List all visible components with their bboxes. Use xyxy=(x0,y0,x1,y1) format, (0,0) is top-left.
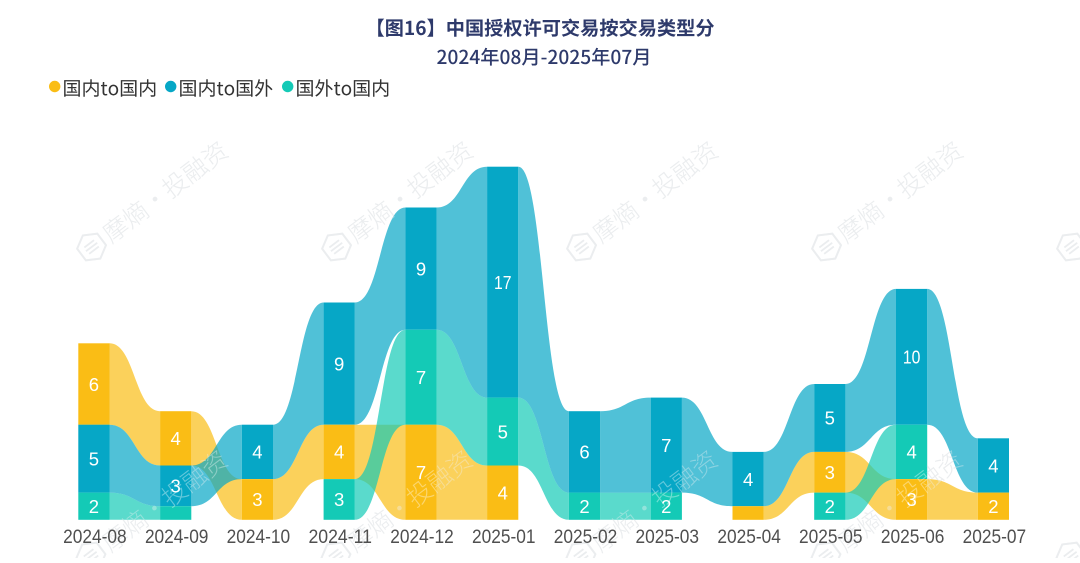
svg-text:9: 9 xyxy=(334,353,344,374)
svg-text:7: 7 xyxy=(416,462,426,483)
svg-text:7: 7 xyxy=(416,367,426,388)
svg-text:2: 2 xyxy=(988,496,998,517)
svg-text:5: 5 xyxy=(89,449,99,470)
svg-text:3: 3 xyxy=(906,489,916,510)
svg-text:4: 4 xyxy=(906,442,916,463)
svg-text:4: 4 xyxy=(743,469,753,490)
svg-text:3: 3 xyxy=(252,489,262,510)
svg-text:2024-09: 2024-09 xyxy=(145,527,209,548)
svg-text:2024-12: 2024-12 xyxy=(390,527,454,548)
svg-text:3: 3 xyxy=(825,462,835,483)
svg-text:2: 2 xyxy=(661,496,671,517)
svg-text:2024-08: 2024-08 xyxy=(63,527,127,548)
svg-text:3: 3 xyxy=(334,489,344,510)
svg-text:4: 4 xyxy=(171,428,181,449)
svg-text:6: 6 xyxy=(89,374,99,395)
svg-text:2025-05: 2025-05 xyxy=(799,527,863,548)
svg-text:5: 5 xyxy=(498,421,508,442)
svg-text:2025-03: 2025-03 xyxy=(636,527,700,548)
svg-text:3: 3 xyxy=(171,476,181,497)
svg-text:9: 9 xyxy=(416,258,426,279)
svg-text:2: 2 xyxy=(579,496,589,517)
svg-text:2: 2 xyxy=(89,496,99,517)
svg-text:4: 4 xyxy=(252,442,262,463)
svg-text:2024-10: 2024-10 xyxy=(227,527,291,548)
svg-text:4: 4 xyxy=(498,482,508,503)
svg-text:4: 4 xyxy=(334,442,344,463)
svg-text:2025-04: 2025-04 xyxy=(717,527,781,548)
svg-text:4: 4 xyxy=(988,455,998,476)
svg-text:2025-01: 2025-01 xyxy=(472,527,536,548)
svg-text:2024-11: 2024-11 xyxy=(308,527,372,548)
svg-text:2025-06: 2025-06 xyxy=(881,527,945,548)
svg-text:17: 17 xyxy=(494,272,512,293)
svg-text:2025-07: 2025-07 xyxy=(963,527,1027,548)
svg-text:2025-02: 2025-02 xyxy=(554,527,618,548)
svg-text:5: 5 xyxy=(825,408,835,429)
svg-text:10: 10 xyxy=(903,347,921,368)
svg-text:2: 2 xyxy=(825,496,835,517)
svg-text:7: 7 xyxy=(661,435,671,456)
svg-text:6: 6 xyxy=(579,442,589,463)
